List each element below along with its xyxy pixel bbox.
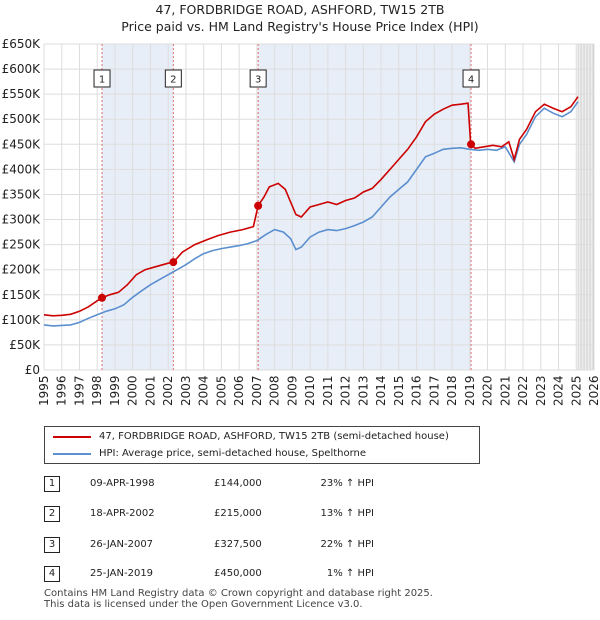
x-tick-label: 1999 bbox=[108, 375, 122, 406]
transaction-price: £215,000 bbox=[214, 508, 262, 519]
y-axis-ticks: £0 £50K £100K £150K £200K £250K £300K £350K £400… bbox=[2, 37, 42, 377]
x-tick-label: 2020 bbox=[481, 375, 495, 406]
footer: Contains HM Land Registry data © Crown c… bbox=[44, 588, 433, 610]
sale-points bbox=[98, 140, 476, 302]
transaction-date: 25-JAN-2019 bbox=[90, 568, 154, 579]
x-axis-ticks: 1995 1996 1997 1998 1999 2000 2001 2002 2003 2004… bbox=[37, 375, 600, 406]
x-tick-label: 2014 bbox=[374, 375, 388, 406]
legend: 47, FORDBRIDGE ROAD, ASHFORD, TW15 2TB (… bbox=[44, 426, 480, 464]
legend-swatch-hpi bbox=[53, 453, 91, 455]
footer-licence: This data is licensed under the Open Gov… bbox=[44, 599, 363, 610]
transaction-date: 26-JAN-2007 bbox=[90, 539, 154, 550]
transaction-hpi: 13% ↑ HPI bbox=[320, 508, 374, 519]
transaction-badge: 3 bbox=[44, 537, 60, 553]
x-tick-label: 2007 bbox=[250, 375, 264, 406]
x-tick-label: 2009 bbox=[285, 375, 299, 406]
x-tick-label: 2010 bbox=[303, 375, 317, 406]
transaction-badge: 2 bbox=[44, 506, 60, 522]
x-tick-label: 2016 bbox=[410, 375, 424, 406]
sale-badge-label: 3 bbox=[255, 75, 261, 86]
transaction-hpi: 22% ↑ HPI bbox=[320, 539, 374, 550]
x-tick-label: 2008 bbox=[268, 375, 282, 406]
y-tick-label: £350K bbox=[2, 187, 42, 201]
x-tick-label: 2015 bbox=[392, 375, 406, 406]
series-lines bbox=[43, 96, 579, 327]
sale-point bbox=[98, 293, 107, 302]
hpi-series-line bbox=[43, 101, 579, 327]
x-tick-label: 2024 bbox=[552, 375, 566, 406]
x-tick-label: 2005 bbox=[214, 375, 228, 406]
y-tick-label: £500K bbox=[2, 112, 42, 126]
x-tick-label: 1997 bbox=[72, 375, 86, 406]
x-tick-label: 2006 bbox=[232, 375, 246, 406]
chart-subtitle: Price paid vs. HM Land Registry's House … bbox=[121, 19, 479, 34]
x-tick-label: 2004 bbox=[197, 375, 211, 406]
sale-badge-label: 4 bbox=[468, 75, 474, 86]
footer-copyright: Contains HM Land Registry data © Crown c… bbox=[44, 588, 433, 599]
price-chart: 1 2 3 4 £0 £50K £100K £150K £200K £250K £300K £350… bbox=[2, 37, 600, 406]
y-tick-label: £100K bbox=[2, 313, 42, 327]
shaded-span bbox=[102, 44, 174, 370]
property-series-line bbox=[43, 96, 579, 317]
x-tick-label: 1995 bbox=[37, 375, 51, 406]
shaded-span bbox=[258, 44, 472, 370]
x-tick-label: 2012 bbox=[339, 375, 353, 406]
x-tick-label: 2001 bbox=[143, 375, 157, 406]
chart-title: 47, FORDBRIDGE ROAD, ASHFORD, TW15 2TB bbox=[155, 2, 445, 17]
sale-badge bbox=[249, 69, 267, 88]
x-tick-label: 2013 bbox=[356, 375, 370, 406]
legend-label-hpi: HPI: Average price, semi-detached house,… bbox=[99, 448, 367, 459]
x-tick-label: 2000 bbox=[126, 375, 140, 406]
x-tick-label: 2017 bbox=[427, 375, 441, 406]
y-tick-label: £50K bbox=[9, 338, 41, 352]
transaction-date: 18-APR-2002 bbox=[90, 508, 155, 519]
sale-badge bbox=[462, 69, 480, 88]
sale-point bbox=[169, 258, 178, 267]
y-tick-label: £250K bbox=[2, 238, 42, 252]
shaded-span bbox=[578, 44, 594, 370]
sale-badges: 1 2 3 4 bbox=[93, 69, 480, 88]
y-tick-label: £300K bbox=[2, 213, 42, 227]
y-tick-label: £150K bbox=[2, 288, 42, 302]
sale-point bbox=[254, 201, 263, 210]
sale-badge-label: 1 bbox=[99, 75, 105, 86]
transaction-price: £450,000 bbox=[214, 568, 262, 579]
sale-badge bbox=[93, 69, 111, 88]
y-tick-label: £450K bbox=[2, 137, 42, 151]
transaction-hpi: 1% ↑ HPI bbox=[326, 568, 374, 579]
sale-badge-label: 2 bbox=[170, 75, 176, 86]
transaction-badge: 1 bbox=[44, 476, 60, 492]
y-tick-label: £550K bbox=[2, 87, 42, 101]
x-tick-label: 2021 bbox=[498, 375, 512, 406]
transaction-badge: 4 bbox=[44, 566, 60, 582]
x-tick-label: 1996 bbox=[55, 375, 69, 406]
x-tick-label: 2023 bbox=[534, 375, 548, 406]
x-tick-label: 2003 bbox=[179, 375, 193, 406]
legend-swatch-property bbox=[53, 436, 91, 438]
legend-label-property: 47, FORDBRIDGE ROAD, ASHFORD, TW15 2TB (… bbox=[99, 431, 449, 442]
x-tick-label: 2026 bbox=[587, 375, 600, 406]
y-tick-label: £400K bbox=[2, 162, 42, 176]
y-tick-label: £650K bbox=[2, 37, 42, 51]
x-tick-label: 1998 bbox=[90, 375, 104, 406]
x-tick-label: 2025 bbox=[569, 375, 583, 406]
sale-point bbox=[467, 140, 476, 149]
transaction-hpi: 23% ↑ HPI bbox=[320, 478, 374, 489]
y-tick-label: £0 bbox=[25, 363, 40, 377]
y-tick-label: £600K bbox=[2, 62, 42, 76]
x-tick-label: 2022 bbox=[516, 375, 530, 406]
x-tick-label: 2011 bbox=[321, 375, 335, 406]
y-tick-label: £200K bbox=[2, 263, 42, 277]
shaded-regions bbox=[102, 44, 594, 370]
transaction-price: £144,000 bbox=[214, 478, 262, 489]
transaction-price: £327,500 bbox=[214, 539, 262, 550]
sale-badge bbox=[164, 69, 182, 88]
x-tick-label: 2019 bbox=[463, 375, 477, 406]
x-tick-label: 2018 bbox=[445, 375, 459, 406]
x-tick-label: 2002 bbox=[161, 375, 175, 406]
transaction-date: 09-APR-1998 bbox=[90, 478, 155, 489]
